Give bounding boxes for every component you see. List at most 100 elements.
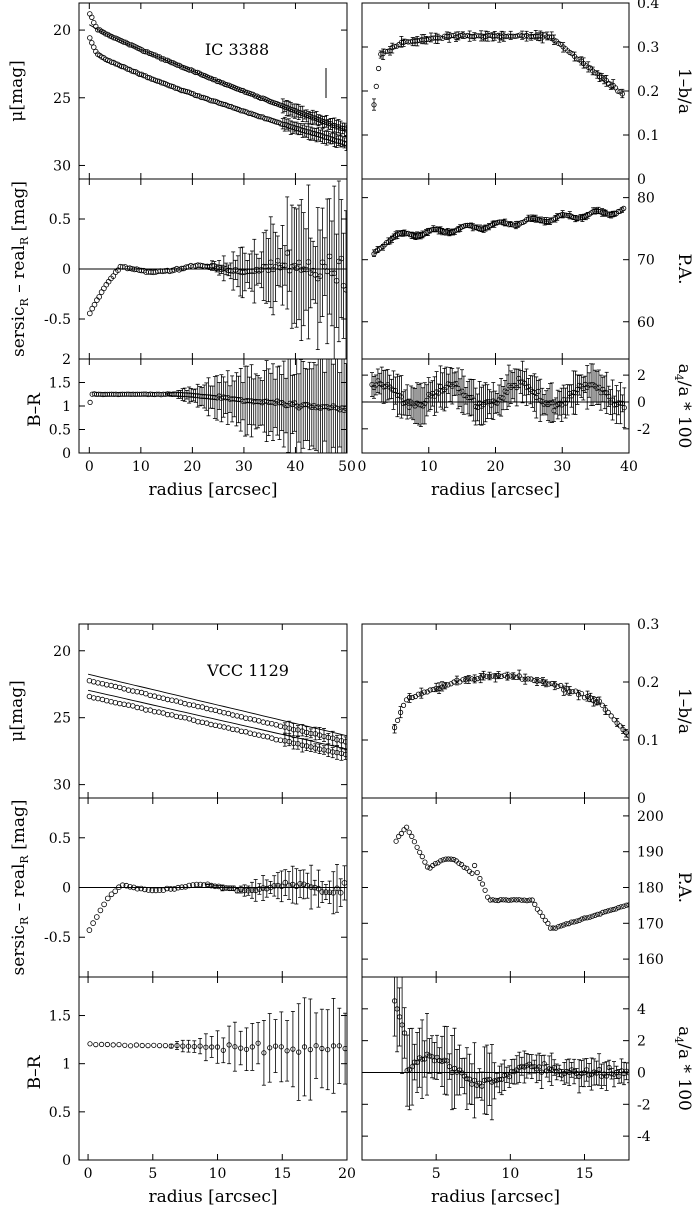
data-point bbox=[568, 919, 575, 925]
data-point bbox=[621, 903, 627, 909]
data-point bbox=[547, 925, 554, 931]
ic3388-res-ytick-label: -0.5 bbox=[44, 312, 71, 328]
data-point bbox=[482, 887, 488, 893]
ic3388-mu-ytick-label: 25 bbox=[53, 91, 71, 107]
data-point bbox=[186, 702, 192, 708]
data-point bbox=[134, 885, 141, 892]
data-point bbox=[411, 839, 417, 845]
vcc1129-right-xlabel: radius [arcsec] bbox=[431, 1187, 560, 1207]
data-point bbox=[549, 680, 555, 687]
data-point bbox=[212, 883, 218, 890]
vcc1129-ell-points bbox=[391, 669, 629, 739]
data-point bbox=[417, 849, 423, 855]
ic3388-ell-ylabel: 1–b/a bbox=[674, 68, 694, 114]
data-point bbox=[273, 737, 279, 743]
data-point bbox=[277, 723, 284, 729]
data-point bbox=[134, 689, 140, 695]
data-point bbox=[581, 915, 588, 921]
ic3388-left-xlabel: radius [arcsec] bbox=[148, 480, 277, 500]
data-point bbox=[475, 675, 481, 682]
data-point bbox=[179, 884, 185, 890]
data-point bbox=[462, 222, 469, 229]
data-point bbox=[445, 856, 451, 862]
vcc1129-title: VCC 1129 bbox=[206, 661, 289, 680]
data-point bbox=[487, 897, 493, 903]
data-point bbox=[579, 916, 585, 922]
data-point bbox=[167, 886, 174, 892]
label-part: [mag] bbox=[9, 799, 29, 855]
data-point bbox=[469, 676, 475, 682]
data-point bbox=[103, 682, 110, 688]
data-point bbox=[553, 925, 559, 931]
data-point bbox=[190, 882, 196, 888]
data-point bbox=[432, 860, 438, 867]
data-point bbox=[264, 720, 271, 726]
data-point bbox=[164, 696, 171, 703]
vcc1129-a4-ytick-label: -4 bbox=[637, 1129, 651, 1145]
data-point bbox=[110, 1042, 116, 1048]
data-point bbox=[492, 897, 499, 903]
data-point bbox=[119, 882, 126, 888]
data-point bbox=[260, 733, 266, 739]
data-point bbox=[477, 875, 483, 882]
data-point bbox=[108, 682, 114, 689]
data-point bbox=[99, 1041, 105, 1048]
data-point bbox=[545, 920, 551, 927]
data-point bbox=[108, 891, 115, 898]
data-point bbox=[208, 721, 214, 728]
data-point bbox=[199, 719, 205, 725]
ic3388-ell-ytick-label: 0 bbox=[637, 172, 646, 188]
data-point bbox=[398, 830, 404, 837]
data-point bbox=[269, 735, 275, 741]
data-point bbox=[216, 723, 223, 729]
ic3388-ell-ytick-label: 0.2 bbox=[637, 84, 659, 100]
vcc1129-mu-ytick-label: 30 bbox=[53, 778, 71, 794]
ic3388-br-ytick-label: 1 bbox=[62, 399, 71, 415]
data-point bbox=[93, 1042, 99, 1048]
data-point bbox=[501, 672, 507, 678]
data-point bbox=[406, 829, 412, 835]
data-point bbox=[243, 715, 249, 721]
vcc1129-br-xtick-label: 0 bbox=[84, 1166, 93, 1182]
data-point bbox=[95, 695, 101, 702]
vcc1129-br-ytick-label: 1.5 bbox=[49, 1009, 71, 1025]
data-point bbox=[94, 914, 100, 920]
data-point bbox=[505, 897, 512, 903]
data-point bbox=[508, 897, 514, 903]
data-point bbox=[138, 267, 145, 274]
data-point bbox=[225, 725, 232, 731]
vcc1129-left-xlabel: radius [arcsec] bbox=[148, 1187, 277, 1207]
data-point bbox=[516, 897, 522, 903]
label-part: a bbox=[674, 364, 694, 374]
data-point bbox=[525, 676, 531, 682]
ic3388-right-xlabel: radius [arcsec] bbox=[431, 480, 560, 500]
vcc1129-pa-ytick-label: 200 bbox=[637, 809, 664, 825]
data-point bbox=[133, 1042, 139, 1048]
data-point bbox=[238, 714, 245, 720]
data-point bbox=[602, 908, 609, 915]
data-point bbox=[212, 707, 219, 713]
data-point bbox=[565, 213, 571, 219]
data-point bbox=[424, 864, 431, 870]
data-point bbox=[122, 1042, 128, 1048]
data-point bbox=[112, 683, 119, 690]
data-point bbox=[531, 677, 537, 684]
data-point bbox=[112, 700, 119, 706]
label-part: sersic bbox=[9, 306, 29, 357]
data-point bbox=[130, 884, 137, 891]
data-point bbox=[437, 858, 444, 864]
data-point bbox=[513, 674, 519, 681]
data-point bbox=[403, 824, 410, 830]
data-point bbox=[190, 717, 197, 723]
ic3388-ell-frame bbox=[361, 2, 630, 180]
data-point bbox=[195, 703, 201, 710]
data-point bbox=[87, 35, 93, 41]
data-point bbox=[173, 713, 179, 720]
data-point bbox=[555, 924, 562, 930]
data-point bbox=[138, 689, 145, 696]
data-point bbox=[130, 688, 136, 694]
data-point bbox=[138, 885, 144, 892]
vcc1129-br-ytick-label: 0 bbox=[62, 1153, 71, 1169]
data-point bbox=[574, 918, 580, 924]
